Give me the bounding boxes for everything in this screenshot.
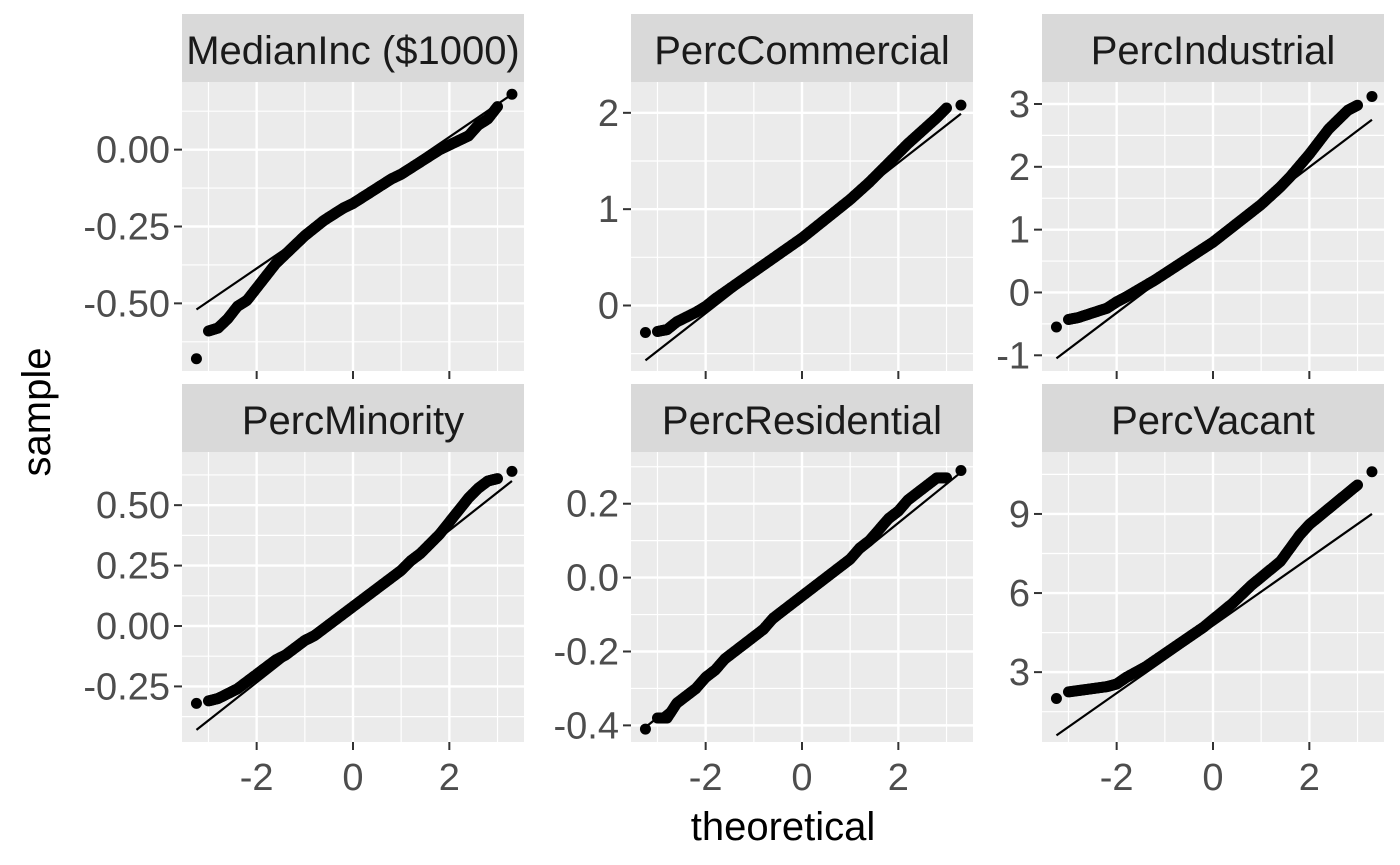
facet-strip (1042, 14, 1384, 82)
facet-strip (182, 384, 524, 452)
y-tick-label: -0.25 (83, 666, 170, 708)
data-point (1366, 466, 1378, 478)
x-axis-title: theoretical (691, 805, 876, 849)
data-point (939, 103, 951, 115)
y-tick-label: 3 (1009, 84, 1030, 126)
data-point (1350, 100, 1362, 112)
data-point (506, 88, 518, 100)
x-tick-label: 2 (439, 757, 460, 799)
x-tick-label: 0 (1202, 757, 1223, 799)
y-tick-label: 0.2 (566, 484, 619, 526)
facet-panel-0: MedianInc ($1000) -0.50 -0.25 0.00 (83, 14, 524, 379)
y-tick-label: -0.25 (83, 207, 170, 249)
data-point (506, 465, 518, 477)
facet-panel-2: PercIndustrial -1 0 1 2 3 (996, 14, 1384, 379)
x-tick-label: -2 (689, 757, 723, 799)
data-point (939, 472, 951, 484)
facet-strip (182, 14, 524, 82)
facet-title: PercMinority (242, 399, 464, 443)
data-point (490, 473, 502, 485)
data-point (190, 697, 202, 709)
y-tick-label: 0.00 (96, 130, 170, 172)
facet-strip (631, 384, 973, 452)
y-tick-label: 0.50 (96, 485, 170, 527)
facet-title: PercVacant (1111, 399, 1315, 443)
y-tick-label: 2 (1009, 147, 1030, 189)
y-tick-label: -1 (996, 335, 1030, 377)
facet-strip (631, 14, 973, 82)
data-point (1350, 480, 1362, 492)
facet-title: PercResidential (662, 399, 942, 443)
y-tick-label: -0.4 (554, 705, 619, 747)
x-tick-label: 2 (888, 757, 909, 799)
y-tick-label: 0 (1009, 272, 1030, 314)
y-tick-label: 2 (598, 93, 619, 135)
facet-title: MedianInc ($1000) (186, 29, 520, 73)
data-point (955, 99, 967, 111)
facet-panel-4: PercResidential -0.4 -0.2 0.0 0.2 -2 0 2 (554, 384, 973, 799)
y-tick-label: 3 (1009, 652, 1030, 694)
y-tick-label: 1 (598, 189, 619, 231)
data-point (1050, 693, 1062, 704)
y-tick-label: 0 (598, 285, 619, 327)
y-tick-label: 0.25 (96, 546, 170, 588)
data-point (639, 723, 651, 735)
x-tick-label: 0 (791, 757, 812, 799)
facet-title: PercIndustrial (1091, 29, 1336, 73)
facet-panel-1: PercCommercial 0 1 2 (598, 14, 973, 379)
facet-panel-5: PercVacant 3 6 9 -2 0 2 (1009, 384, 1384, 799)
x-tick-label: -2 (240, 757, 274, 799)
y-tick-label: 1 (1009, 210, 1030, 252)
data-point (1050, 321, 1062, 333)
data-point (190, 353, 202, 365)
y-tick-label: -0.50 (83, 283, 170, 325)
data-point (955, 464, 967, 476)
x-tick-label: 2 (1299, 757, 1320, 799)
facet-panel-3: PercMinority -0.25 0.00 0.25 0.50 -2 0 2 (83, 384, 524, 799)
data-point (639, 326, 651, 338)
data-point (490, 102, 502, 114)
data-point (1366, 90, 1378, 102)
y-tick-label: 6 (1009, 573, 1030, 615)
x-tick-label: -2 (1100, 757, 1134, 799)
x-tick-label: 0 (342, 757, 363, 799)
y-tick-label: 9 (1009, 494, 1030, 536)
y-tick-label: 0.0 (566, 558, 619, 600)
y-tick-label: -0.2 (554, 631, 619, 673)
y-axis-title: sample (15, 348, 59, 477)
facet-title: PercCommercial (654, 29, 950, 73)
facet-panels: MedianInc ($1000)-0.50-0.250.00PercComme… (83, 14, 1384, 799)
y-tick-label: 0.00 (96, 606, 170, 648)
facet-strip (1042, 384, 1384, 452)
